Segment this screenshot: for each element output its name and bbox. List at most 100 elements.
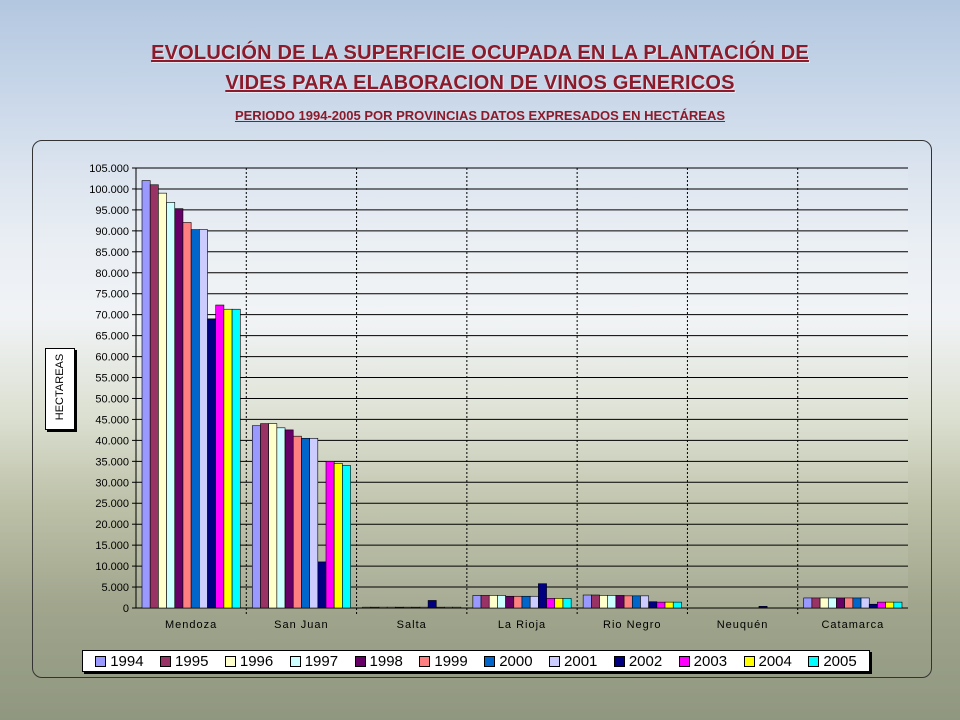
bar: [199, 229, 208, 609]
bar: [317, 561, 327, 609]
y-tick-label: 105.000: [89, 163, 129, 175]
legend-item: 2004: [743, 653, 792, 670]
legend-label: 1997: [304, 652, 339, 670]
y-tick-label: 40.000: [95, 435, 129, 447]
legend-label: 2002: [628, 652, 663, 670]
bar: [207, 318, 217, 609]
bar: [640, 595, 649, 609]
legend-item: 1997: [289, 652, 339, 670]
legend-swatch: [160, 655, 172, 667]
bar: [615, 595, 625, 609]
bar: [648, 601, 658, 609]
bar: [419, 606, 429, 609]
chart-frame: [32, 140, 932, 678]
bar: [480, 595, 490, 609]
x-category-label: La Rioja: [498, 619, 546, 631]
bar: [827, 597, 837, 609]
bar: [672, 601, 682, 609]
y-tick-label: 85.000: [95, 247, 129, 259]
y-tick-label: 45.000: [95, 414, 129, 426]
bar: [811, 597, 821, 609]
title-block: EVOLUCIÓN DE LA SUPERFICIE OCUPADA EN LA…: [0, 38, 960, 123]
legend-label: 2003: [693, 652, 728, 670]
bar: [182, 222, 192, 609]
legend-swatch: [419, 655, 431, 667]
legend-swatch: [678, 655, 690, 667]
bar: [562, 598, 572, 609]
bar: [309, 437, 319, 609]
y-tick-label: 5.000: [101, 582, 129, 594]
legend-label: 2001: [564, 652, 598, 670]
bar: [623, 595, 633, 609]
legend-label: 1999: [434, 652, 468, 670]
x-category-label: Mendoza: [165, 619, 217, 631]
bar: [223, 308, 233, 609]
y-axis-label-box: HECTAREAS: [45, 348, 75, 430]
bar: [893, 601, 903, 609]
bar: [444, 606, 453, 609]
y-tick-label: 50.000: [95, 393, 129, 405]
bar: [158, 192, 167, 609]
legend-item: 1999: [419, 652, 468, 670]
y-tick-label: 30.000: [95, 477, 129, 489]
bar: [403, 606, 413, 609]
bar: [819, 597, 829, 609]
bar: [758, 606, 768, 609]
bar: [885, 601, 895, 609]
y-tick-label: 20.000: [95, 519, 129, 531]
x-category-label: Salta: [397, 619, 427, 631]
bar: [342, 465, 351, 609]
bar: [488, 595, 498, 609]
bar: [435, 606, 445, 609]
legend-swatch: [549, 655, 561, 667]
bar: [529, 595, 539, 609]
legend-item: 2002: [613, 652, 663, 670]
bar: [860, 597, 870, 609]
bar: [292, 435, 302, 609]
bar: [276, 427, 286, 609]
y-tick-label: 25.000: [95, 498, 129, 510]
bar: [599, 595, 609, 609]
x-category-label: Neuquén: [717, 619, 769, 631]
y-tick-label: 100.000: [89, 184, 129, 196]
y-tick-label: 95.000: [95, 205, 129, 217]
legend-swatch: [613, 655, 625, 667]
bar: [877, 601, 886, 609]
chart-subtitle: PERIODO 1994-2005 POR PROVINCIAS DATOS E…: [234, 108, 726, 123]
chart-title-line-2: VIDES PARA ELABORACION DE VINOS GENERICO…: [225, 72, 735, 94]
y-tick-label: 60.000: [95, 352, 129, 364]
legend-label: 2000: [499, 652, 533, 670]
legend-label: 1998: [369, 652, 403, 670]
y-tick-label: 65.000: [95, 331, 129, 343]
bar: [472, 595, 482, 609]
bar: [868, 603, 878, 609]
legend-swatch: [484, 655, 496, 667]
y-tick-label: 10.000: [95, 561, 129, 573]
bar: [844, 597, 854, 609]
bar: [656, 601, 666, 609]
bar: [554, 598, 564, 609]
bar: [370, 606, 380, 609]
bar: [427, 600, 437, 609]
legend-item: 1996: [224, 653, 273, 670]
legend-swatch: [354, 655, 366, 667]
bar: [260, 423, 269, 609]
legend-label: 1994: [110, 652, 144, 670]
bar: [411, 606, 421, 609]
bar: [582, 594, 592, 609]
bar: [231, 308, 241, 609]
x-category-label: Catamarca: [821, 619, 884, 631]
legend-label: 2005: [823, 652, 857, 670]
y-tick-label: 55.000: [95, 373, 129, 385]
legend: 1994 1995 1996 1997 1998 1999 2000 2001 2002 2003…: [82, 650, 870, 672]
legend-swatch: [224, 655, 236, 667]
y-axis-label: HECTAREAS: [54, 353, 66, 421]
bar: [362, 606, 372, 609]
bar: [497, 595, 506, 609]
bar: [803, 597, 813, 609]
bar: [284, 429, 294, 609]
bar: [631, 595, 641, 609]
x-category-label: Rio Negro: [603, 619, 662, 631]
y-tick-label: 15.000: [95, 540, 129, 552]
